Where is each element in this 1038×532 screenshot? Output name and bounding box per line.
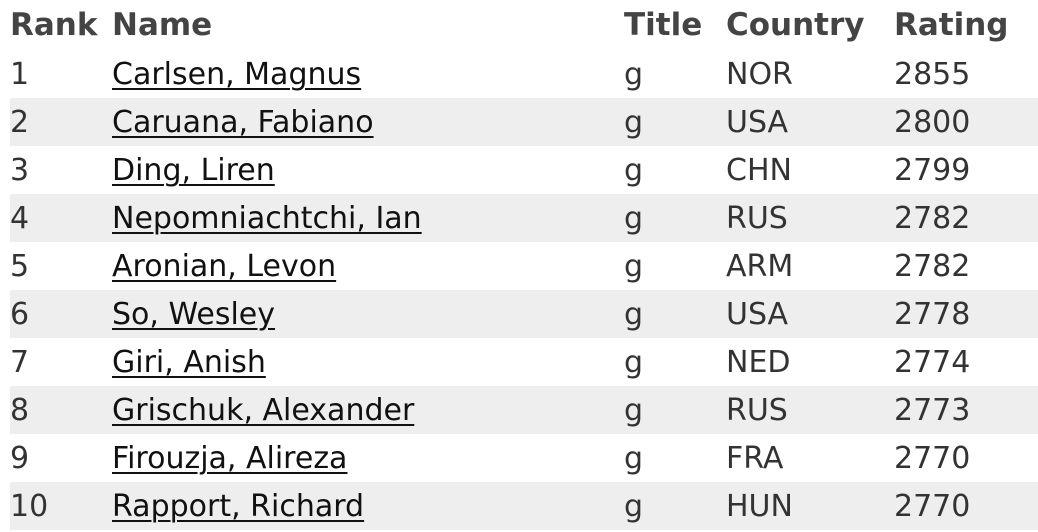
rating-cell: 2800: [894, 98, 1038, 146]
country-cell: CHN: [726, 152, 792, 188]
table-row: 8 Grischuk, Alexander g RUS 2773: [10, 386, 1038, 434]
title-cell: g: [624, 98, 726, 146]
rating-cell: 2782: [894, 194, 1038, 242]
name-cell: Caruana, Fabiano: [112, 98, 624, 146]
country-column-header: Country: [726, 7, 865, 43]
rank-cell: 10: [10, 482, 112, 530]
table-header: Rank Name Title Country Rating: [10, 0, 1038, 50]
rating-cell: 2774: [894, 344, 971, 380]
rank-cell: 1: [10, 56, 30, 92]
name-cell: Ding, Liren: [112, 146, 624, 194]
title-cell: g: [624, 248, 644, 284]
rating-cell: 2770: [894, 482, 1038, 530]
country-cell: RUS: [726, 386, 894, 434]
rank-cell: 8: [10, 386, 112, 434]
player-name-link[interactable]: Caruana, Fabiano: [112, 104, 374, 140]
name-cell: Grischuk, Alexander: [112, 386, 624, 434]
table-row: 10 Rapport, Richard g HUN 2770: [10, 482, 1038, 530]
rating-cell: 2855: [894, 56, 971, 92]
name-cell: Carlsen, Magnus: [112, 50, 624, 98]
title-cell: g: [624, 386, 726, 434]
rank-cell: 9: [10, 440, 30, 476]
title-cell: g: [624, 440, 644, 476]
country-cell: RUS: [726, 194, 894, 242]
name-cell: So, Wesley: [112, 290, 624, 338]
rank-cell: 5: [10, 248, 30, 284]
table-row: 5 Aronian, Levon g ARM 2782: [10, 242, 1038, 290]
player-name-link[interactable]: Grischuk, Alexander: [112, 392, 415, 428]
rank-cell: 2: [10, 98, 112, 146]
country-cell: USA: [726, 290, 894, 338]
title-cell: g: [624, 56, 644, 92]
player-name-link[interactable]: Nepomniachtchi, Ian: [112, 200, 422, 236]
title-cell: g: [624, 194, 726, 242]
name-cell: Aronian, Levon: [112, 242, 624, 290]
player-name-link[interactable]: So, Wesley: [112, 296, 276, 332]
table-row: 6 So, Wesley g USA 2778: [10, 290, 1038, 338]
table-row: 7 Giri, Anish g NED 2774: [10, 338, 1038, 386]
rankings-table: Rank Name Title Country Rating 1 Carlsen…: [10, 0, 1038, 530]
rating-cell: 2770: [894, 440, 971, 476]
name-cell: Rapport, Richard: [112, 482, 624, 530]
rating-cell: 2782: [894, 248, 971, 284]
player-name-link[interactable]: Firouzja, Alireza: [112, 440, 348, 476]
country-cell: NOR: [726, 56, 793, 92]
name-cell: Firouzja, Alireza: [112, 434, 624, 482]
header-row: Rank Name Title Country Rating: [10, 0, 1038, 50]
player-name-link[interactable]: Carlsen, Magnus: [112, 56, 362, 92]
player-name-link[interactable]: Ding, Liren: [112, 152, 275, 188]
name-cell: Giri, Anish: [112, 338, 624, 386]
title-column-header: Title: [624, 7, 703, 43]
rating-cell: 2799: [894, 152, 971, 188]
player-name-link[interactable]: Giri, Anish: [112, 344, 266, 380]
table-body: 1 Carlsen, Magnus g NOR 2855 2 Caruana, …: [10, 50, 1038, 530]
player-name-link[interactable]: Rapport, Richard: [112, 488, 365, 524]
title-cell: g: [624, 344, 644, 380]
table-row: 4 Nepomniachtchi, Ian g RUS 2782: [10, 194, 1038, 242]
table-row: 3 Ding, Liren g CHN 2799: [10, 146, 1038, 194]
name-column-header: Name: [112, 7, 213, 43]
table-row: 2 Caruana, Fabiano g USA 2800: [10, 98, 1038, 146]
table-row: 1 Carlsen, Magnus g NOR 2855: [10, 50, 1038, 98]
rank-cell: 7: [10, 344, 30, 380]
title-cell: g: [624, 152, 644, 188]
country-cell: USA: [726, 98, 894, 146]
player-name-link[interactable]: Aronian, Levon: [112, 248, 337, 284]
rank-column-header: Rank: [10, 7, 98, 43]
country-cell: HUN: [726, 482, 894, 530]
title-cell: g: [624, 290, 726, 338]
country-cell: NED: [726, 344, 791, 380]
rating-cell: 2778: [894, 290, 1038, 338]
rating-cell: 2773: [894, 386, 1038, 434]
rating-column-header: Rating: [894, 7, 1009, 43]
rank-cell: 3: [10, 152, 30, 188]
rank-cell: 4: [10, 194, 112, 242]
rank-cell: 6: [10, 290, 112, 338]
country-cell: FRA: [726, 440, 784, 476]
table-row: 9 Firouzja, Alireza g FRA 2770: [10, 434, 1038, 482]
name-cell: Nepomniachtchi, Ian: [112, 194, 624, 242]
title-cell: g: [624, 482, 726, 530]
country-cell: ARM: [726, 248, 794, 284]
